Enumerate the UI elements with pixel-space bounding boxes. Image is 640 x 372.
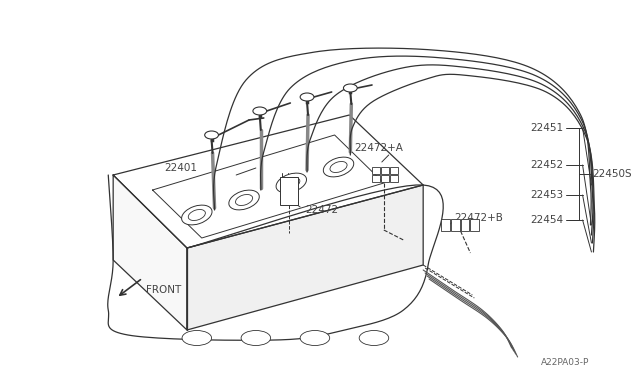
Bar <box>390 175 397 182</box>
Text: 22451: 22451 <box>530 123 563 133</box>
Text: 22453: 22453 <box>530 190 563 200</box>
Bar <box>470 219 479 231</box>
Bar <box>372 167 380 174</box>
Ellipse shape <box>253 107 267 115</box>
Ellipse shape <box>182 205 212 225</box>
Bar <box>451 219 460 231</box>
Text: FRONT: FRONT <box>146 285 181 295</box>
Polygon shape <box>187 185 423 330</box>
Ellipse shape <box>323 157 354 177</box>
Bar <box>390 167 397 174</box>
Polygon shape <box>113 175 187 330</box>
Text: 22401: 22401 <box>164 163 197 173</box>
Ellipse shape <box>276 173 307 193</box>
Ellipse shape <box>229 190 259 210</box>
Bar <box>461 219 469 231</box>
Bar <box>441 219 450 231</box>
Bar <box>381 167 388 174</box>
Ellipse shape <box>205 131 218 139</box>
Ellipse shape <box>300 330 330 346</box>
Text: A22PA03-P: A22PA03-P <box>541 358 589 367</box>
Ellipse shape <box>300 93 314 101</box>
Text: 22472: 22472 <box>305 205 338 215</box>
Ellipse shape <box>359 330 388 346</box>
Bar <box>372 175 380 182</box>
Ellipse shape <box>182 330 212 346</box>
Bar <box>280 177 298 205</box>
Bar <box>381 175 388 182</box>
Text: 22450S: 22450S <box>593 169 632 179</box>
Text: 22452: 22452 <box>530 160 563 170</box>
Text: 22472+A: 22472+A <box>355 143 403 153</box>
Text: 22454: 22454 <box>530 215 563 225</box>
Ellipse shape <box>344 84 357 92</box>
Polygon shape <box>113 115 423 248</box>
Text: 22472+B: 22472+B <box>454 213 504 223</box>
Ellipse shape <box>241 330 271 346</box>
